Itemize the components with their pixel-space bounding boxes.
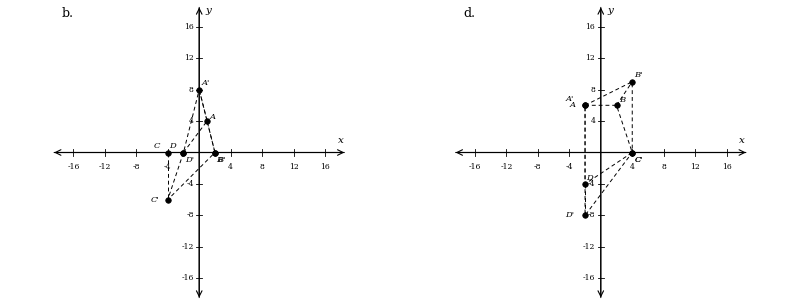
Text: -12: -12 (182, 243, 194, 251)
Text: 8: 8 (189, 86, 194, 94)
Text: -8: -8 (133, 163, 140, 171)
Text: D: D (586, 174, 594, 181)
Text: D: D (170, 142, 176, 150)
Text: 12: 12 (184, 54, 194, 62)
Text: C: C (634, 156, 641, 164)
Text: 4: 4 (228, 163, 233, 171)
Text: x: x (739, 136, 746, 145)
Text: B: B (217, 156, 222, 164)
Text: 8: 8 (590, 86, 595, 94)
Text: 16: 16 (320, 163, 330, 171)
Text: 16: 16 (722, 163, 731, 171)
Text: 4: 4 (590, 117, 595, 125)
Text: D': D' (185, 156, 194, 164)
Text: B': B' (218, 156, 226, 164)
Text: D': D' (566, 211, 574, 219)
Text: -4: -4 (186, 180, 194, 188)
Text: B': B' (634, 71, 643, 79)
Text: y: y (206, 6, 211, 16)
Text: -16: -16 (67, 163, 79, 171)
Text: 12: 12 (690, 163, 700, 171)
Text: d.: d. (463, 7, 475, 20)
Text: b.: b. (62, 7, 74, 20)
Text: 8: 8 (662, 163, 666, 171)
Text: 12: 12 (586, 54, 595, 62)
Text: -8: -8 (186, 211, 194, 219)
Text: C: C (154, 142, 160, 150)
Text: -16: -16 (182, 274, 194, 282)
Text: -4: -4 (588, 180, 595, 188)
Text: 8: 8 (260, 163, 265, 171)
Text: B: B (619, 96, 625, 104)
Text: 16: 16 (586, 23, 595, 31)
Text: A: A (210, 113, 215, 121)
Text: -16: -16 (583, 274, 595, 282)
Text: -12: -12 (500, 163, 513, 171)
Text: -4: -4 (164, 163, 171, 171)
Text: -16: -16 (469, 163, 481, 171)
Text: x: x (338, 136, 344, 145)
Text: -8: -8 (534, 163, 542, 171)
Text: A': A' (202, 79, 210, 87)
Text: A: A (570, 101, 575, 109)
Text: C': C' (150, 196, 159, 204)
Text: 16: 16 (184, 23, 194, 31)
Text: 4: 4 (189, 117, 194, 125)
Text: -12: -12 (583, 243, 595, 251)
Text: C': C' (634, 156, 643, 164)
Text: -12: -12 (98, 163, 111, 171)
Text: -8: -8 (588, 211, 595, 219)
Text: -4: -4 (566, 163, 573, 171)
Text: 12: 12 (289, 163, 298, 171)
Text: 4: 4 (630, 163, 634, 171)
Text: A': A' (566, 95, 574, 103)
Text: y: y (607, 6, 613, 16)
